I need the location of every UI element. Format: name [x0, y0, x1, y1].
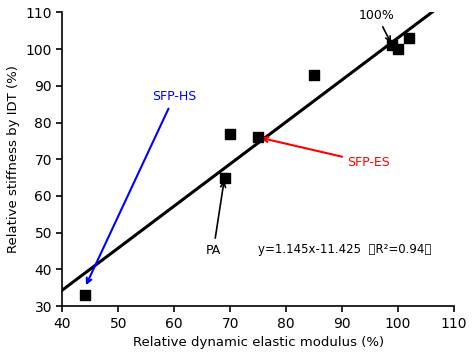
Text: y=1.145x-11.425  （R²=0.94）: y=1.145x-11.425 （R²=0.94）: [258, 243, 431, 256]
X-axis label: Relative dynamic elastic modulus (%): Relative dynamic elastic modulus (%): [133, 336, 383, 349]
Point: [255, 135, 262, 140]
Point: [227, 131, 234, 136]
Point: [81, 292, 89, 298]
Point: [405, 35, 413, 41]
Text: SFP-ES: SFP-ES: [263, 137, 390, 169]
Point: [394, 46, 401, 52]
Text: SFP-HS: SFP-HS: [87, 90, 196, 283]
Text: 100%: 100%: [359, 9, 395, 41]
Point: [221, 175, 228, 180]
Point: [310, 72, 318, 78]
Y-axis label: Relative stiffness by IDT (%): Relative stiffness by IDT (%): [7, 66, 20, 253]
Point: [389, 43, 396, 48]
Text: PA: PA: [206, 182, 226, 257]
